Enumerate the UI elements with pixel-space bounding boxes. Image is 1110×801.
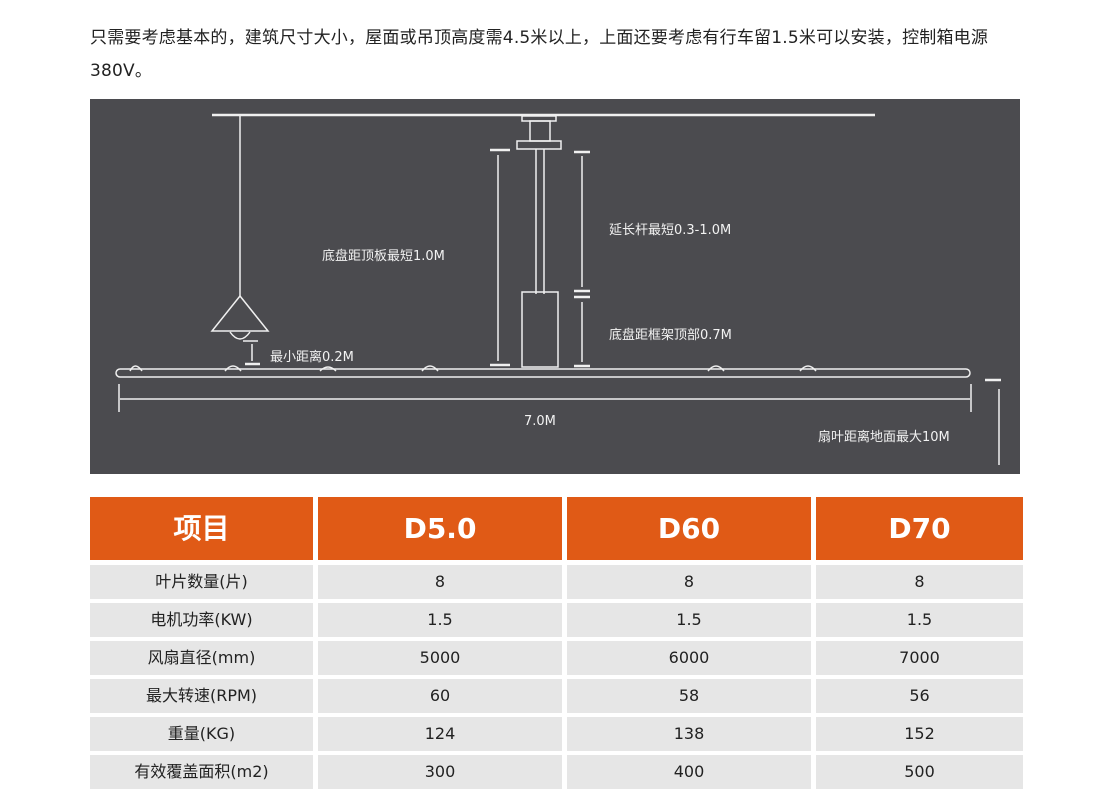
label-min-distance: 最小距离0.2M <box>270 350 354 365</box>
fan-drawing <box>115 113 1001 465</box>
cell-value: 500 <box>816 755 1023 789</box>
cell-value: 400 <box>567 755 811 789</box>
row-label: 电机功率(KW) <box>90 603 313 637</box>
table-row: 重量(KG) 124 138 152 <box>90 717 1023 751</box>
cell-value: 1.5 <box>318 603 562 637</box>
cell-value: 124 <box>318 717 562 751</box>
lamp-bulb <box>229 331 251 340</box>
spec-table: 项目 D5.0 D60 D70 叶片数量(片) 8 8 8 电机功率(KW) 1… <box>90 497 1023 793</box>
row-label: 最大转速(RPM) <box>90 679 313 713</box>
table-row: 叶片数量(片) 8 8 8 <box>90 565 1023 599</box>
cell-value: 138 <box>567 717 811 751</box>
cell-value: 6000 <box>567 641 811 675</box>
table-header: 项目 D5.0 D60 D70 <box>90 497 1023 560</box>
cell-value: 1.5 <box>567 603 811 637</box>
cell-value: 5000 <box>318 641 562 675</box>
cell-value: 8 <box>567 565 811 599</box>
lamp-shade <box>210 294 270 332</box>
label-extension-rod: 延长杆最短0.3-1.0M <box>609 223 732 238</box>
table-row: 电机功率(KW) 1.5 1.5 1.5 <box>90 603 1023 637</box>
cell-value: 58 <box>567 679 811 713</box>
cell-value: 152 <box>816 717 1023 751</box>
installation-diagram: 底盘距顶板最短1.0M 延长杆最短0.3-1.0M 底盘距框架顶部0.7M 最小… <box>90 99 1020 474</box>
cell-value: 60 <box>318 679 562 713</box>
label-blade-ground: 扇叶距离地面最大10M <box>818 430 950 445</box>
label-chassis-frame: 底盘距框架顶部0.7M <box>609 328 732 343</box>
cell-value: 1.5 <box>816 603 1023 637</box>
cell-value: 7000 <box>816 641 1023 675</box>
header-d50: D5.0 <box>318 497 562 560</box>
row-label: 风扇直径(mm) <box>90 641 313 675</box>
header-item: 项目 <box>90 497 313 560</box>
fan-blade <box>115 368 971 378</box>
row-label: 重量(KG) <box>90 717 313 751</box>
cell-value: 8 <box>318 565 562 599</box>
table-row: 最大转速(RPM) 60 58 56 <box>90 679 1023 713</box>
header-d60: D60 <box>567 497 811 560</box>
cell-value: 56 <box>816 679 1023 713</box>
row-label: 叶片数量(片) <box>90 565 313 599</box>
label-diameter: 7.0M <box>524 414 556 429</box>
row-label: 有效覆盖面积(m2) <box>90 755 313 789</box>
cell-value: 8 <box>816 565 1023 599</box>
motor-housing <box>521 291 559 368</box>
cell-value: 300 <box>318 755 562 789</box>
table-row: 风扇直径(mm) 5000 6000 7000 <box>90 641 1023 675</box>
table-row: 有效覆盖面积(m2) 300 400 500 <box>90 755 1023 789</box>
header-d70: D70 <box>816 497 1023 560</box>
label-chassis-ceiling: 底盘距顶板最短1.0M <box>322 249 445 264</box>
intro-text: 只需要考虑基本的，建筑尺寸大小，屋面或吊顶高度需4.5米以上，上面还要考虑有行车… <box>90 28 989 81</box>
